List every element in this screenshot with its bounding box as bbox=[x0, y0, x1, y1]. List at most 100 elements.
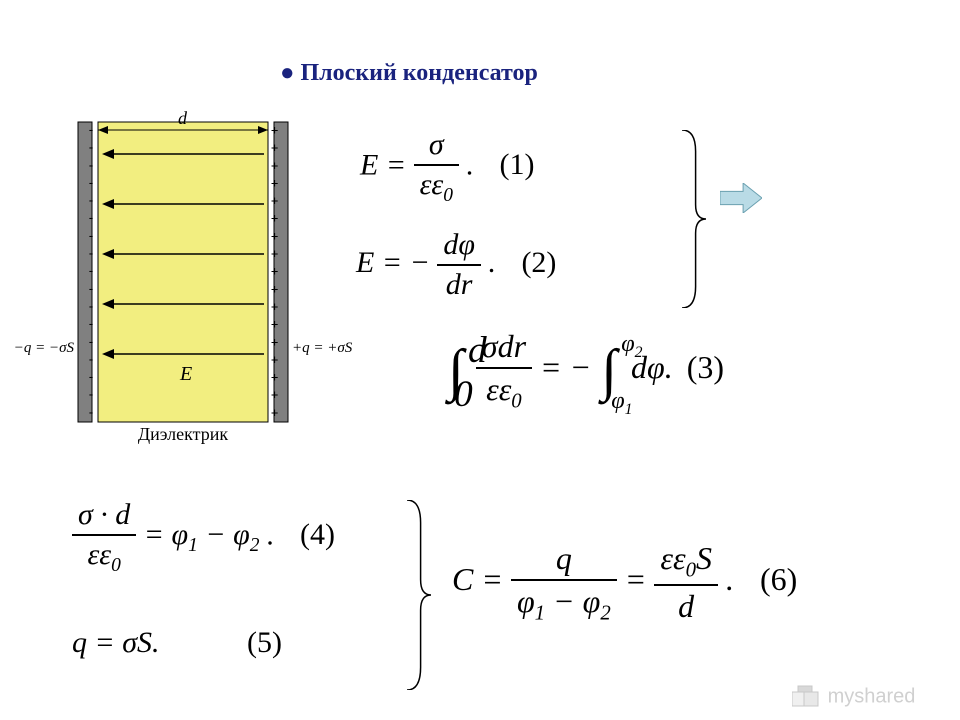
svg-text:+: + bbox=[271, 282, 278, 296]
svg-text:-: - bbox=[87, 194, 95, 209]
eq6-frac1: q φ1 − φ2 bbox=[511, 540, 617, 625]
svg-text:-: - bbox=[87, 370, 95, 385]
eq2-frac: dφ dr bbox=[437, 228, 481, 302]
eq5-text: q = σS. bbox=[72, 626, 160, 659]
svg-text:-: - bbox=[87, 158, 95, 173]
eq3-int1-low: 0 bbox=[454, 376, 473, 413]
svg-text:+: + bbox=[271, 264, 278, 278]
svg-text:+: + bbox=[271, 194, 278, 208]
eq6-number: (6) bbox=[760, 561, 797, 597]
eq6-den2: d bbox=[654, 586, 718, 625]
watermark-text: myshared bbox=[828, 685, 916, 707]
svg-text:+: + bbox=[271, 211, 278, 225]
eq1-den-eps: εε bbox=[420, 168, 444, 201]
eq2-lhs: E = − bbox=[356, 246, 430, 279]
svg-text:+: + bbox=[271, 317, 278, 331]
eq6-tail: . bbox=[726, 561, 734, 597]
equation-6: C = q φ1 − φ2 = εε0S d . (6) bbox=[452, 540, 797, 625]
eq1-lhs: E = bbox=[360, 148, 406, 181]
eq1-den-sub: 0 bbox=[443, 185, 453, 206]
svg-text:d: d bbox=[178, 108, 188, 128]
svg-text:+: + bbox=[271, 388, 278, 402]
svg-text:+: + bbox=[271, 335, 278, 349]
eq2-den: dr bbox=[437, 266, 481, 302]
eq2-num: dφ bbox=[437, 228, 481, 266]
eq4-rhs: = φ1 − φ2 bbox=[144, 518, 267, 551]
svg-text:-: - bbox=[87, 335, 95, 350]
svg-text:+: + bbox=[271, 141, 278, 155]
eq3-int2-low: φ1 bbox=[611, 389, 632, 418]
eq3-den-eps: εε bbox=[486, 371, 511, 407]
eq1-den: εε0 bbox=[414, 166, 459, 207]
eq6-num2: εε0S bbox=[654, 540, 718, 586]
capacitor-diagram: d-+-+-+-+-+-+-+-+-+-+-+-+-+-+-+-+-+E−q =… bbox=[78, 110, 288, 455]
eq6-frac2: εε0S d bbox=[654, 540, 718, 625]
svg-text:+: + bbox=[271, 123, 278, 137]
eq6-num1: q bbox=[511, 540, 617, 581]
eq4-den-sub: 0 bbox=[111, 555, 121, 576]
svg-text:-: - bbox=[87, 352, 95, 367]
eq4-den-eps: εε bbox=[87, 538, 111, 571]
svg-text:−q = −σS: −q = −σS bbox=[14, 340, 75, 356]
eq1-number: (1) bbox=[499, 148, 534, 181]
eq4-den: εε0 bbox=[72, 536, 136, 577]
equation-4: σ · d εε0 = φ1 − φ2 . (4) bbox=[72, 498, 335, 577]
svg-text:+: + bbox=[271, 229, 278, 243]
svg-text:Диэлектрик: Диэлектрик bbox=[138, 424, 229, 444]
svg-text:-: - bbox=[87, 229, 95, 244]
eq4-frac: σ · d εε0 bbox=[72, 498, 136, 577]
eq3-den: εε0 bbox=[476, 369, 532, 413]
equation-1: E = σ εε0 . (1) bbox=[360, 128, 534, 207]
svg-text:+: + bbox=[271, 176, 278, 190]
svg-text:-: - bbox=[87, 405, 95, 420]
svg-text:E: E bbox=[179, 363, 192, 385]
equation-3: ∫ d 0 σdr εε0 = − ∫ φ2 φ1 dφ. (3) bbox=[448, 328, 724, 413]
brace-1 bbox=[680, 130, 706, 313]
arrow-right-icon bbox=[720, 183, 762, 218]
svg-text:-: - bbox=[87, 388, 95, 403]
page-title: ● Плоский конденсатор bbox=[280, 60, 538, 87]
eq3-int1-up: d bbox=[468, 332, 487, 369]
eq3-int2-up: φ2 bbox=[621, 332, 642, 361]
svg-text:+: + bbox=[271, 352, 278, 366]
eq3-int1: ∫ d 0 bbox=[448, 342, 464, 400]
eq1-frac: σ εε0 bbox=[414, 128, 459, 207]
capacitor-svg: d-+-+-+-+-+-+-+-+-+-+-+-+-+-+-+-+-+E−q =… bbox=[78, 110, 288, 450]
eq6-lhs: C = bbox=[452, 561, 511, 597]
svg-text:-: - bbox=[87, 282, 95, 297]
svg-text:-: - bbox=[87, 317, 95, 332]
eq1-tail: . bbox=[466, 148, 474, 181]
watermark: myshared bbox=[792, 684, 915, 710]
eq4-number: (4) bbox=[300, 518, 335, 551]
eq3-den-sub: 0 bbox=[511, 389, 521, 412]
equation-2: E = − dφ dr . (2) bbox=[356, 228, 556, 302]
svg-text:+: + bbox=[271, 247, 278, 261]
eq3-int2: ∫ φ2 φ1 bbox=[601, 342, 617, 400]
svg-text:-: - bbox=[87, 211, 95, 226]
svg-text:+q = +σS: +q = +σS bbox=[292, 340, 353, 356]
eq6-den1: φ1 − φ2 bbox=[511, 581, 617, 625]
eq3-number: (3) bbox=[687, 349, 724, 385]
watermark-logo-icon bbox=[792, 684, 822, 710]
svg-text:-: - bbox=[87, 247, 95, 262]
eq3-equals: = − bbox=[540, 349, 591, 385]
equation-5: q = σS. (5) bbox=[72, 626, 282, 660]
eq6-mid: = bbox=[625, 561, 655, 597]
svg-text:-: - bbox=[87, 264, 95, 279]
eq2-tail: . bbox=[488, 246, 496, 279]
eq4-tail: . bbox=[267, 518, 275, 551]
svg-text:-: - bbox=[87, 141, 95, 156]
svg-text:+: + bbox=[271, 299, 278, 313]
svg-text:+: + bbox=[271, 158, 278, 172]
svg-text:+: + bbox=[271, 405, 278, 419]
arrow-svg bbox=[720, 183, 762, 213]
svg-text:-: - bbox=[87, 123, 95, 138]
svg-text:+: + bbox=[271, 370, 278, 384]
eq1-num: σ bbox=[414, 128, 459, 166]
svg-text:-: - bbox=[87, 299, 95, 314]
eq2-number: (2) bbox=[521, 246, 556, 279]
brace-2 bbox=[405, 500, 431, 695]
eq5-number: (5) bbox=[247, 626, 282, 659]
eq4-num: σ · d bbox=[72, 498, 136, 536]
svg-text:-: - bbox=[87, 176, 95, 191]
